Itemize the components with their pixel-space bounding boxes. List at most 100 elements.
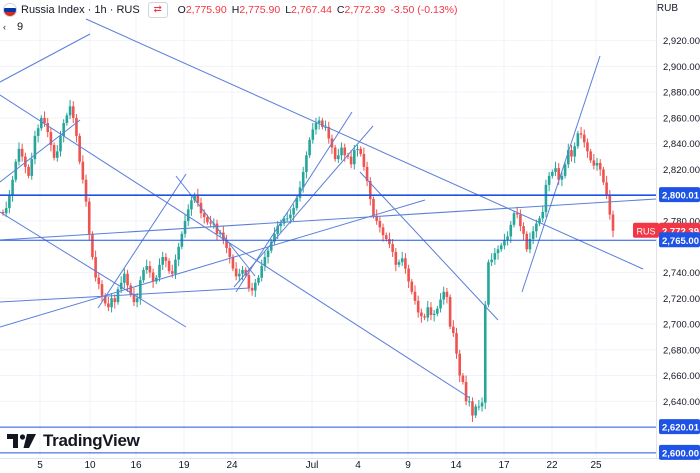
horizontal-levels[interactable] (0, 194, 656, 454)
candle-body (52, 144, 56, 158)
candle-body (554, 168, 557, 173)
candle-body (586, 142, 589, 152)
russia-flag-icon (3, 3, 17, 17)
candle-body (365, 166, 369, 182)
candle-body (397, 262, 401, 265)
candle-body (139, 280, 142, 299)
candle-body (193, 195, 196, 201)
candle-body (432, 313, 436, 316)
candle-body (285, 218, 289, 220)
ohlc-values: O 2,775.90 H 2,775.90 L 2,767.44 C 2,772.39 … (177, 4, 458, 16)
candle-body (461, 375, 465, 382)
trend-line[interactable] (0, 287, 251, 303)
candle-body (602, 169, 605, 183)
low-value: 2,767.44 (291, 4, 332, 16)
y-tick-label: 2,880.00 (663, 88, 700, 99)
symbol-title[interactable]: Russia Index · 1h · RUS (21, 4, 140, 16)
trend-line[interactable] (0, 199, 426, 328)
currency-label[interactable]: RUB (656, 3, 678, 14)
trend-line[interactable] (359, 171, 499, 321)
price-tag-box (659, 444, 700, 460)
candle-body (174, 259, 177, 274)
candle-body (359, 148, 362, 154)
trend-line[interactable] (521, 55, 601, 293)
candle-body (582, 134, 586, 143)
price-tags: RUS 2,772.39 2,800.01 2,765.00 2,620.01 2,600… (633, 187, 700, 460)
candle-body (135, 298, 139, 303)
time-axis[interactable]: 5 10 16 19 24 Jul 4 9 14 17 22 25 (0, 458, 700, 472)
candle-body (206, 217, 209, 223)
candle-body (186, 209, 190, 221)
candle-body (439, 299, 442, 309)
indicators-toggle[interactable]: ‹ 9 (3, 21, 23, 33)
candle-body (362, 153, 366, 167)
candle-body (311, 129, 315, 140)
candle-body (241, 269, 244, 274)
candle-body (519, 214, 522, 227)
candle-body (167, 260, 171, 272)
candle-body (349, 156, 353, 165)
candle-body (589, 151, 592, 161)
trend-line[interactable] (85, 18, 644, 270)
candle-body (560, 175, 564, 180)
price-tag-label: 2,620.01 (662, 423, 700, 434)
trend-line[interactable] (0, 211, 187, 328)
y-tick-label: 2,900.00 (663, 62, 700, 73)
candle-body (493, 253, 497, 260)
trend-line[interactable] (97, 173, 187, 309)
candle-body (250, 287, 254, 291)
candle-body (254, 282, 257, 291)
candle-body (170, 271, 174, 274)
candle-body (113, 298, 117, 303)
indicator-count: 9 (17, 21, 24, 33)
candle-body (33, 135, 37, 160)
candle-body (110, 298, 113, 308)
candle-body (538, 218, 541, 224)
candle-body (471, 401, 474, 416)
y-tick-label: 2,780.00 (663, 216, 700, 227)
x-tick-label: 5 (37, 460, 43, 471)
trend-line[interactable] (0, 94, 471, 399)
candle-body (404, 258, 407, 269)
price-tag-label: 2,800.01 (662, 191, 700, 202)
candle-body (595, 162, 599, 166)
trend-line[interactable] (0, 33, 91, 83)
candle-body (464, 381, 468, 402)
candle-body (263, 257, 267, 267)
candle-body (65, 115, 69, 124)
trend-line[interactable] (0, 119, 81, 183)
candle-body (467, 401, 471, 403)
candle-body (535, 223, 538, 232)
candle-body (420, 312, 423, 317)
y-tick-label: 2,680.00 (663, 345, 700, 356)
compare-toggle-icon[interactable]: ⇄ (147, 2, 168, 18)
trend-line[interactable] (0, 198, 657, 241)
candle-body (480, 402, 484, 407)
candle-body (372, 199, 375, 216)
candle-body (487, 262, 490, 305)
candle-body (84, 179, 88, 202)
y-tick-label: 2,860.00 (663, 113, 700, 124)
candle-body (55, 151, 59, 158)
candle-body (295, 197, 299, 209)
candle-body (27, 166, 30, 176)
candle-body (158, 264, 161, 278)
candle-body (107, 303, 110, 308)
candle-body (209, 222, 212, 224)
candle-body (506, 236, 509, 241)
candle-body (177, 246, 180, 260)
candle-body (337, 155, 340, 160)
tradingview-logo: TradingView (7, 431, 140, 451)
trend-line[interactable] (233, 125, 374, 288)
candle-body (145, 266, 149, 270)
x-tick-label: 19 (178, 460, 190, 471)
candle-body (68, 106, 72, 116)
trend-line[interactable] (235, 111, 353, 293)
trend-line[interactable] (175, 175, 256, 277)
drawn-trendlines[interactable] (0, 18, 657, 399)
exchange: RUS (116, 4, 140, 16)
candle-body (490, 259, 493, 263)
candle-body (100, 284, 104, 296)
x-tick-label: Jul (306, 460, 319, 471)
